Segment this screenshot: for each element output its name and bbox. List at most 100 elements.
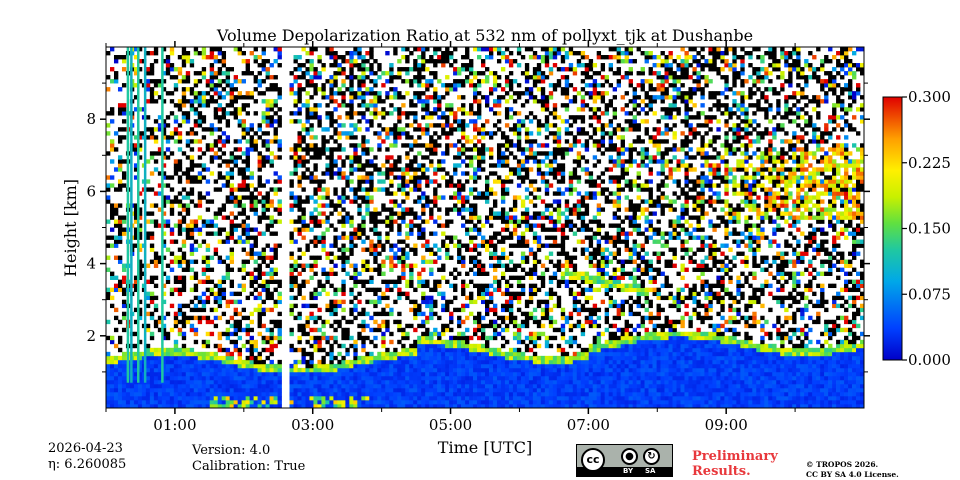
heatmap-cell-4730 bbox=[496, 103, 502, 108]
heatmap-cell-4386 bbox=[473, 347, 478, 353]
heatmap-cell-4895 bbox=[508, 71, 514, 76]
heatmap-cell-453 bbox=[149, 299, 155, 305]
heatmap-cell-4089 bbox=[449, 319, 454, 325]
heatmap-cell-4448 bbox=[477, 319, 482, 325]
heatmap-cell-1751 bbox=[257, 251, 262, 256]
heatmap-cell-1047 bbox=[201, 387, 207, 393]
heatmap-cell-2187 bbox=[301, 331, 306, 337]
heatmap-cell-4141 bbox=[453, 235, 458, 240]
heatmap-cell-325 bbox=[137, 379, 143, 385]
heatmap-cell-4521 bbox=[481, 195, 486, 200]
heatmap-cell-1034 bbox=[197, 115, 203, 120]
heatmap-cell-3481 bbox=[401, 79, 406, 84]
heatmap-cell-4006 bbox=[441, 131, 446, 136]
heatmap-cell-2758 bbox=[345, 111, 350, 116]
heatmap-cell-748 bbox=[177, 355, 183, 361]
heatmap-cell-2029 bbox=[289, 383, 294, 389]
heatmap-cell-1286 bbox=[221, 399, 227, 405]
heatmap-cell-1678 bbox=[253, 395, 258, 401]
heatmap-cell-2062 bbox=[289, 171, 294, 176]
heatmap-cell-1474 bbox=[233, 79, 238, 84]
heatmap-cell-1234 bbox=[217, 391, 223, 397]
heatmap-cell-4 bbox=[106, 387, 111, 393]
heatmap-cell-3013 bbox=[365, 235, 370, 240]
heatmap-cell-3079 bbox=[369, 123, 374, 128]
heatmap-cell-472 bbox=[149, 127, 155, 132]
heatmap-cell-2053 bbox=[289, 235, 294, 240]
heatmap-cell-43 bbox=[109, 375, 115, 381]
heatmap-cell-4778 bbox=[500, 179, 506, 184]
heatmap-cell-4695 bbox=[496, 387, 502, 393]
heatmap-cell-3486 bbox=[405, 399, 410, 405]
heatmap-cell-3288 bbox=[389, 387, 394, 393]
heatmap-cell-2535 bbox=[329, 299, 334, 305]
heatmap-cell-2745 bbox=[345, 247, 350, 252]
heatmap-cell-1949 bbox=[273, 271, 278, 276]
heatmap-cell-3628 bbox=[413, 139, 418, 144]
heatmap-cell-2650 bbox=[337, 171, 342, 176]
heatmap-cell-2842 bbox=[353, 307, 358, 313]
heatmap-cell-4433 bbox=[477, 387, 482, 393]
heatmap-cell-1635 bbox=[249, 367, 254, 373]
heatmap-cell-2946 bbox=[361, 327, 366, 333]
heatmap-cell-2748 bbox=[345, 215, 350, 220]
heatmap-cell-4044 bbox=[445, 235, 450, 240]
heatmap-cell-4579 bbox=[485, 131, 490, 136]
heatmap-cell-3125 bbox=[373, 215, 378, 220]
heatmap-cell-3826 bbox=[429, 359, 434, 365]
heatmap-cell-1267 bbox=[217, 155, 223, 160]
heatmap-cell-4782 bbox=[500, 151, 506, 156]
heatmap-cell-2994 bbox=[365, 383, 370, 389]
heatmap-cell-1275 bbox=[217, 103, 223, 108]
heatmap-cell-2429 bbox=[321, 383, 326, 389]
heatmap-cell-303 bbox=[133, 207, 139, 212]
heatmap-cell-289 bbox=[133, 331, 139, 337]
heatmap-cell-4496 bbox=[481, 371, 486, 377]
heatmap-cell-3180 bbox=[377, 135, 382, 140]
heatmap-cell-1660 bbox=[249, 199, 254, 204]
heatmap-cell-997 bbox=[197, 403, 203, 409]
heatmap-cell-3008 bbox=[365, 279, 370, 284]
heatmap-cell-2938 bbox=[361, 367, 366, 373]
heatmap-cell-1700 bbox=[253, 243, 258, 248]
heatmap-cell-2394 bbox=[317, 335, 322, 341]
heatmap-cell-354 bbox=[137, 147, 143, 152]
heatmap-cell-3816 bbox=[429, 399, 434, 405]
heatmap-cell-4729 bbox=[496, 111, 502, 116]
heatmap-cell-2765 bbox=[349, 399, 354, 405]
heatmap-cell-2814 bbox=[349, 87, 354, 92]
heatmap-cell-4311 bbox=[465, 123, 470, 128]
heatmap-cell-171 bbox=[121, 351, 127, 357]
heatmap-cell-3478 bbox=[401, 111, 406, 116]
heatmap-cell-4718 bbox=[496, 211, 502, 216]
heatmap-cell-3397 bbox=[397, 323, 402, 329]
heatmap-cell-2589 bbox=[333, 299, 338, 305]
heatmap-cell-3319 bbox=[389, 179, 394, 184]
heatmap-cell-3359 bbox=[393, 219, 398, 224]
heatmap-cell-4863 bbox=[508, 319, 514, 325]
heatmap-cell-297 bbox=[133, 235, 139, 240]
heatmap-cell-3892 bbox=[433, 279, 438, 284]
heatmap-cell-1658 bbox=[249, 207, 254, 212]
heatmap-cell-1763 bbox=[257, 155, 262, 160]
heatmap-cell-2660 bbox=[337, 91, 342, 96]
heatmap-cell-1573 bbox=[241, 71, 246, 76]
heatmap-cell-2924 bbox=[357, 67, 362, 72]
heatmap-cell-1296 bbox=[221, 359, 227, 365]
heatmap-cell-2557 bbox=[329, 115, 334, 120]
heatmap-cell-921 bbox=[189, 247, 195, 252]
heatmap-cell-1711 bbox=[253, 143, 258, 148]
heatmap-cell-1513 bbox=[237, 147, 242, 152]
heatmap-cell-500 bbox=[153, 303, 159, 309]
heatmap-cell-4192 bbox=[457, 239, 462, 244]
heatmap-cell-2703 bbox=[341, 199, 346, 204]
heatmap-cell-1689 bbox=[253, 347, 258, 353]
heatmap-cell-3551 bbox=[409, 351, 414, 357]
heatmap-cell-2865 bbox=[353, 135, 358, 140]
heatmap-cell-86 bbox=[113, 359, 119, 365]
heatmap-cell-4316 bbox=[465, 63, 470, 68]
heatmap-cell-2321 bbox=[309, 51, 314, 56]
heatmap-cell-3840 bbox=[429, 287, 434, 293]
heatmap-cell-947 bbox=[189, 59, 195, 64]
heatmap-cell-3620 bbox=[413, 183, 418, 188]
